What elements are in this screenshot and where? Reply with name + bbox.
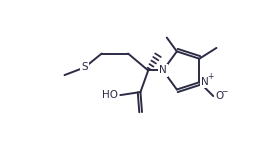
Text: −: − <box>221 87 228 96</box>
Text: N: N <box>201 77 209 87</box>
Text: O: O <box>215 91 223 101</box>
Text: S: S <box>81 62 88 72</box>
Text: N: N <box>159 66 167 76</box>
Text: +: + <box>207 72 214 81</box>
Text: HO: HO <box>102 90 118 100</box>
